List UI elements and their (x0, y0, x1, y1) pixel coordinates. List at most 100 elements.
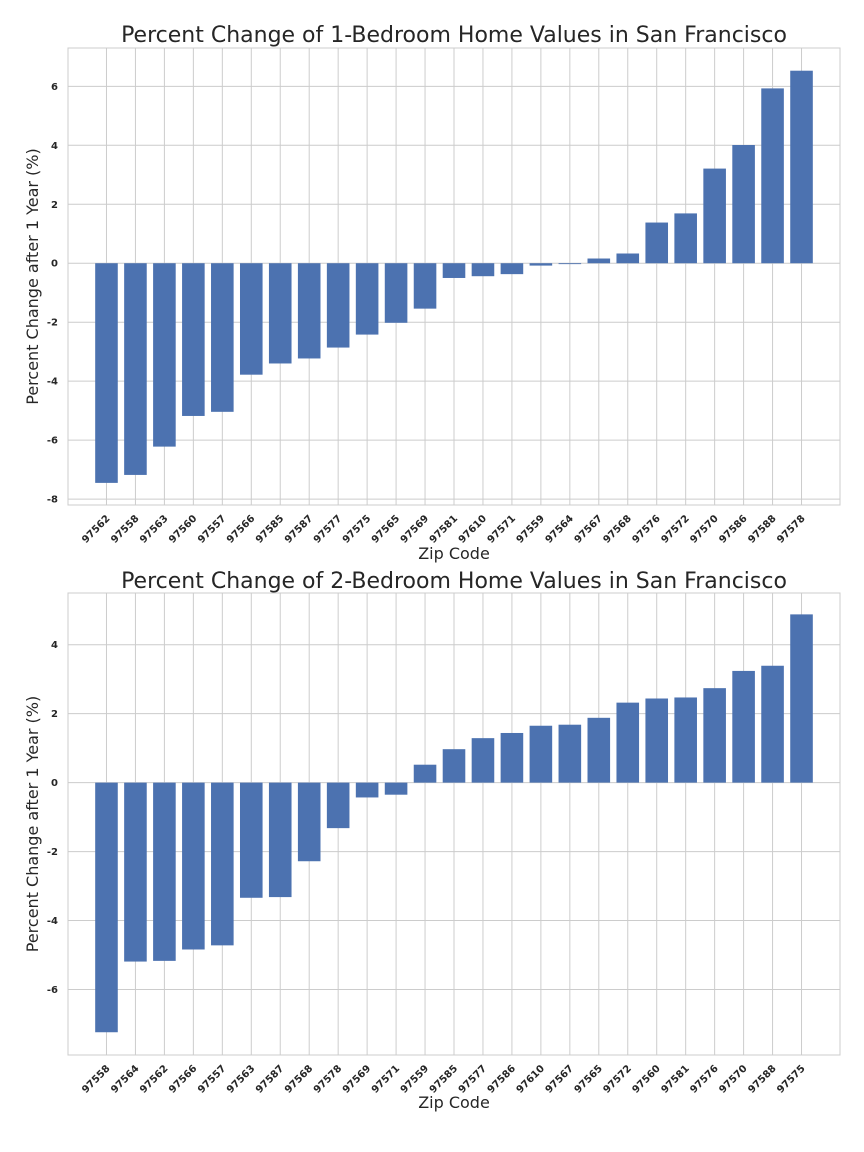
x-tick-label: 97559 (399, 1063, 431, 1095)
plot-frame (67, 47, 841, 506)
x-tick-label: 97568 (601, 513, 633, 545)
bar-97570 (732, 670, 755, 783)
x-tick-label: 97558 (109, 513, 141, 545)
bar-97559 (413, 764, 437, 783)
bar-97576 (703, 688, 726, 783)
x-tick-label: 97564 (109, 1063, 141, 1095)
x-tick-label: 97587 (283, 513, 315, 545)
x-tick-label: 97565 (370, 513, 402, 545)
bar-97560 (182, 263, 205, 416)
bar-97565 (384, 263, 408, 323)
bar-97586 (732, 145, 755, 264)
y-axis-label: Percent Change after 1 Year (%) (23, 696, 42, 952)
x-tick-label: 97575 (341, 513, 373, 545)
bar-97588 (761, 665, 784, 783)
bar-97567 (587, 258, 611, 264)
y-tick-label: 4 (51, 141, 58, 152)
chart-title: Percent Change of 1-Bedroom Home Values … (121, 23, 787, 48)
y-tick-label: -4 (47, 377, 58, 388)
bar-97587 (297, 263, 321, 359)
x-tick-label: 97569 (399, 513, 431, 545)
bar-97581 (442, 263, 466, 278)
bar-97566 (239, 263, 263, 375)
bar-97571 (384, 782, 408, 795)
bar-97564 (124, 782, 147, 962)
bar-97578 (790, 70, 813, 264)
x-tick-label: 97576 (630, 513, 662, 545)
x-tick-label: 97585 (428, 1063, 460, 1095)
x-tick-label: 97581 (428, 513, 460, 545)
y-tick-label: -6 (47, 985, 58, 996)
bar-97581 (674, 697, 697, 783)
x-tick-label: 97557 (196, 513, 228, 545)
bar-97585 (442, 749, 466, 783)
x-tick-label: 97559 (515, 513, 547, 545)
bar-97577 (471, 738, 495, 783)
bar-97557 (211, 782, 234, 946)
x-tick-label: 97572 (601, 1063, 633, 1095)
x-tick-label: 97581 (659, 1063, 691, 1095)
y-tick-label: 6 (51, 82, 58, 93)
bar-97567 (558, 724, 582, 783)
bar-97558 (124, 263, 147, 475)
y-axis-label: Percent Change after 1 Year (%) (23, 148, 42, 404)
bar-97577 (326, 263, 350, 348)
bar-97610 (529, 725, 553, 783)
x-tick-label: 97570 (717, 1063, 749, 1095)
bar-97570 (703, 168, 726, 264)
x-tick-label: 97587 (254, 1063, 286, 1095)
y-tick-label: -2 (47, 847, 58, 858)
bar-97562 (153, 782, 176, 961)
y-tick-label: 4 (51, 640, 58, 651)
x-tick-label: 97563 (225, 1063, 257, 1095)
bar-97569 (355, 782, 379, 798)
y-tick-label: 2 (51, 709, 58, 720)
x-tick-label: 97578 (775, 513, 807, 545)
x-tick-label: 97586 (717, 513, 749, 545)
x-tick-label: 97566 (225, 513, 257, 545)
bar-97563 (153, 263, 176, 447)
y-tick-label: -6 (47, 436, 58, 447)
x-tick-label: 97572 (659, 513, 691, 545)
x-tick-label: 97585 (254, 513, 286, 545)
x-tick-label: 97577 (457, 1063, 489, 1095)
bar-97571 (500, 263, 524, 275)
x-tick-label: 97566 (167, 1063, 199, 1095)
bar-97572 (616, 702, 640, 783)
chart-1-bedroom: -8-6-4-202469756297558975639756097557975… (23, 23, 841, 563)
bar-97560 (645, 698, 669, 783)
bar-97565 (587, 717, 611, 783)
x-tick-label: 97610 (515, 1063, 547, 1095)
x-tick-label: 97567 (544, 1063, 576, 1095)
x-tick-label: 97575 (775, 1063, 807, 1095)
x-tick-label: 97563 (138, 513, 170, 545)
plot-frame (67, 592, 841, 1056)
x-tick-label: 97578 (312, 1063, 344, 1095)
bar-97566 (182, 782, 205, 950)
x-tick-label: 97564 (544, 513, 576, 545)
x-tick-label: 97570 (688, 513, 720, 545)
bar-97585 (268, 263, 292, 364)
x-tick-label: 97571 (370, 1063, 402, 1095)
bar-97557 (211, 263, 234, 412)
chart-title: Percent Change of 2-Bedroom Home Values … (121, 569, 787, 594)
x-tick-label: 97567 (573, 513, 605, 545)
x-tick-label: 97565 (573, 1063, 605, 1095)
x-axis-label: Zip Code (418, 1093, 490, 1112)
x-tick-label: 97558 (80, 1063, 112, 1095)
bar-97559 (529, 263, 553, 266)
x-tick-label: 97562 (80, 513, 112, 545)
bar-97587 (268, 782, 292, 898)
x-axis-label: Zip Code (418, 544, 490, 563)
y-tick-label: -2 (47, 318, 58, 329)
x-tick-label: 97571 (486, 513, 518, 545)
x-tick-label: 97560 (167, 513, 199, 545)
y-tick-label: 0 (51, 259, 58, 270)
bar-97569 (413, 263, 437, 309)
bar-97558 (95, 782, 118, 1033)
y-tick-label: -4 (47, 916, 58, 927)
y-tick-label: 0 (51, 778, 58, 789)
bar-97562 (95, 263, 118, 483)
x-tick-label: 97557 (196, 1063, 228, 1095)
